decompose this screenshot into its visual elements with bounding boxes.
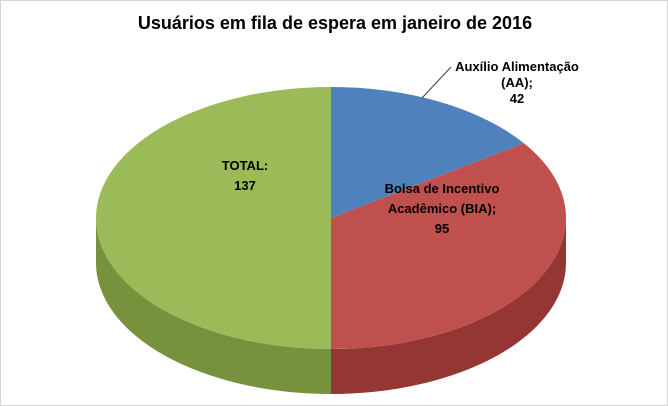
label-line: 137 [234, 178, 256, 193]
pie-top-faces [96, 87, 566, 349]
label-line: Bolsa de Incentivo [384, 181, 500, 196]
label-bolsa-incentivo: Bolsa de Incentivo Acadêmico (BIA); 95 [357, 179, 527, 239]
label-leader-line [421, 66, 452, 99]
label-total: TOTAL: 137 [175, 156, 315, 196]
pie-side-walls [96, 218, 566, 394]
label-line: 95 [434, 221, 450, 236]
pie-slice-side-2 [96, 218, 331, 394]
chart-title: Usuários em fila de espera em janeiro de… [137, 13, 533, 33]
label-line: 42 [509, 91, 525, 106]
label-line: Acadêmico (BIA); [387, 201, 497, 216]
pie-slice-2 [96, 87, 331, 349]
pie-slice-1 [331, 143, 566, 349]
label-line: TOTAL: [221, 158, 269, 173]
label-line: Auxílio Alimentação [455, 59, 579, 74]
label-auxilio-alimentacao: Auxílio Alimentação (AA); 42 [437, 59, 597, 107]
pie-slice-side-1 [331, 218, 566, 394]
pie-slice-0 [331, 87, 524, 218]
label-line: (AA); [501, 75, 533, 90]
